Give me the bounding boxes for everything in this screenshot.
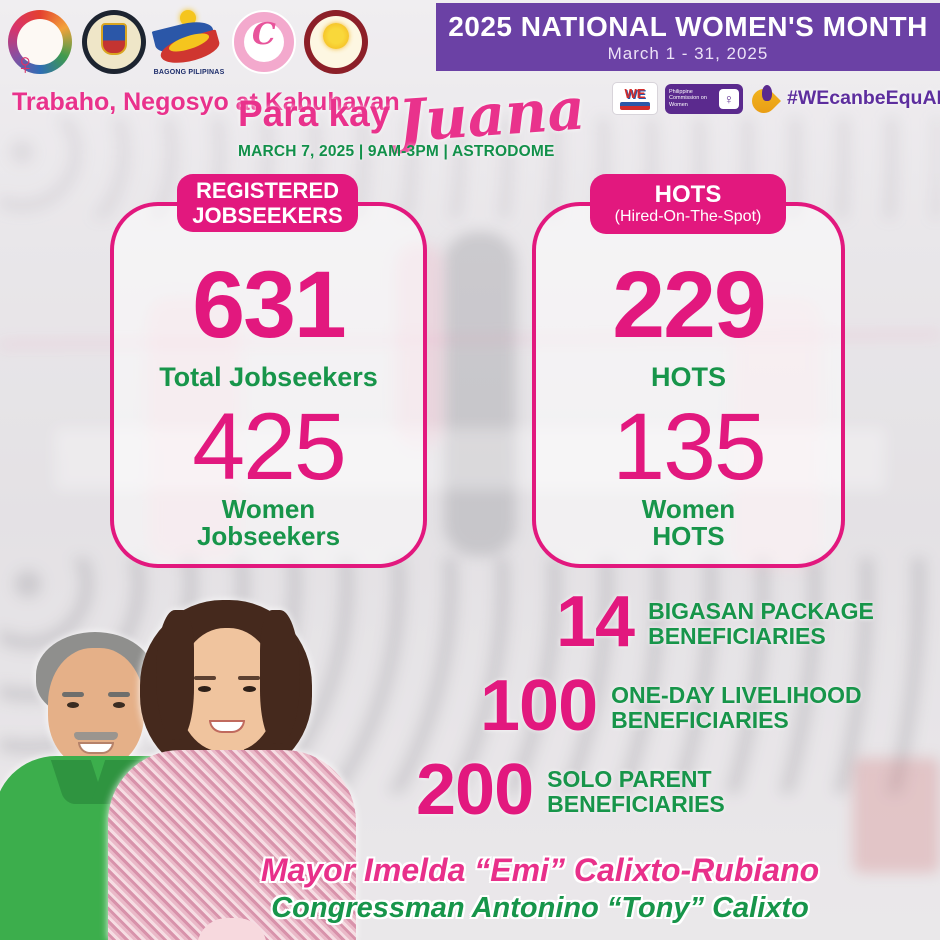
pcw-female-symbol-icon: ♀ xyxy=(719,88,739,109)
officials-names: Mayor Imelda “Emi” Calixto-Rubiano Congr… xyxy=(150,852,930,925)
women-hots-label-line2: HOTS xyxy=(652,521,725,551)
women-jobseekers-label: Women Jobseekers xyxy=(114,496,423,550)
badge-line2: JOBSEEKERS xyxy=(192,203,343,228)
total-jobseekers-value: 631 xyxy=(192,252,347,358)
hots-badge: HOTS (Hired-On-The-Spot) xyxy=(590,174,786,234)
womens-month-logo-icon: ♀ xyxy=(8,10,72,80)
solo-parent-row: 200 SOLO PARENT BENEFICIARIES xyxy=(416,754,725,826)
we-gender-equality-logo-icon: WE xyxy=(612,82,658,115)
bigasan-package-value: 14 xyxy=(556,582,635,662)
solo-parent-label: SOLO PARENT BENEFICIARIES xyxy=(547,754,725,826)
juana-logo-figure xyxy=(762,84,772,101)
event-schedule: MARCH 7, 2025 | 9AM-3PM | ASTRODOME xyxy=(238,143,555,160)
badge-line1: REGISTERED xyxy=(195,178,340,203)
one-day-livelihood-value: 100 xyxy=(480,666,598,746)
congressman-name: Congressman Antonino “Tony” Calixto xyxy=(271,892,809,924)
mayor-name: Mayor Imelda “Emi” Calixto-Rubiano xyxy=(260,852,820,888)
badge-line1: HOTS xyxy=(654,181,722,208)
tapat-kayong-pinaglilingkuran-logo-icon: C xyxy=(232,10,296,74)
background-booth xyxy=(853,758,940,873)
registered-jobseekers-badge: REGISTERED JOBSEEKERS xyxy=(177,174,358,232)
one-day-livelihood-row: 100 ONE-DAY LIVELIHOOD BENEFICIARIES xyxy=(480,670,862,742)
women-jobseekers-label-line1: Women xyxy=(221,494,316,524)
women-hots-value: 135 xyxy=(612,394,767,500)
campaign-hashtag: #WEcanbeEquALL xyxy=(787,87,940,109)
we-logo-label: WE xyxy=(624,86,646,101)
female-symbol-icon: ♀ xyxy=(14,48,37,81)
pasay-shield-icon xyxy=(101,23,127,55)
background-figure-suit xyxy=(444,232,516,556)
para-kay-text: Para kay xyxy=(238,93,391,135)
banner-title: 2025 NATIONAL WOMEN'S MONTH xyxy=(448,10,928,42)
solo-parent-label-line1: SOLO PARENT xyxy=(547,766,712,792)
event-tagline-line2: Para kay Juana xyxy=(238,75,587,156)
bigasan-package-label: BIGASAN PACKAGE BENEFICIARIES xyxy=(648,586,874,658)
mayor-pink-jacket xyxy=(108,750,356,940)
pasay-city-seal-icon xyxy=(82,10,146,74)
one-day-livelihood-label-line1: ONE-DAY LIVELIHOOD xyxy=(611,682,862,708)
bagong-pilipinas-label: BAGONG PILIPINAS xyxy=(153,69,225,76)
hashtag-row: WE Philippine Commission on Women ♀ #WEc… xyxy=(612,82,940,118)
mayor-photo xyxy=(108,600,356,940)
banner-date-range: March 1 - 31, 2025 xyxy=(607,43,769,63)
badge-line2: (Hired-On-The-Spot) xyxy=(614,208,762,225)
women-jobseekers-label-line2: Jobseekers xyxy=(196,521,341,551)
bigasan-package-row: 14 BIGASAN PACKAGE BENEFICIARIES xyxy=(556,586,874,658)
solo-parent-label-line2: BENEFICIARIES xyxy=(547,791,725,817)
pcw-logo-icon: Philippine Commission on Women ♀ xyxy=(665,83,743,114)
we-logo-bars xyxy=(620,102,650,110)
hots-card: 229 HOTS 135 Women HOTS xyxy=(532,202,845,568)
registered-jobseekers-card: 631 Total Jobseekers 425 Women Jobseeker… xyxy=(110,202,427,568)
juana-womens-logo-icon xyxy=(747,83,781,118)
women-jobseekers-value: 425 xyxy=(192,394,347,500)
womens-month-banner: 2025 NATIONAL WOMEN'S MONTH March 1 - 31… xyxy=(436,3,940,71)
bigasan-package-label-line2: BENEFICIARIES xyxy=(648,623,826,649)
womens-month-logo-center xyxy=(17,19,63,65)
peso-sun-icon xyxy=(323,23,349,49)
pcw-logo-label: Philippine Commission on Women xyxy=(669,89,707,108)
congressman-face xyxy=(48,648,144,768)
juana-script-text: Juana xyxy=(396,74,588,156)
solo-parent-value: 200 xyxy=(416,750,534,830)
one-day-livelihood-label: ONE-DAY LIVELIHOOD BENEFICIARIES xyxy=(611,670,861,742)
mayor-face xyxy=(178,628,276,752)
hots-label: HOTS xyxy=(650,362,726,392)
women-hots-label-line1: Women xyxy=(641,494,736,524)
hots-value: 229 xyxy=(612,252,767,358)
peso-pasay-seal-icon xyxy=(304,10,368,74)
tapat-logo-monogram: C xyxy=(252,17,276,52)
total-jobseekers-label: Total Jobseekers xyxy=(159,362,378,392)
event-tagline: Trabaho, Negosyo at Kabuhayan xyxy=(12,88,400,116)
one-day-livelihood-label-line2: BENEFICIARIES xyxy=(611,707,789,733)
bagong-pilipinas-logo-icon: BAGONG PILIPINAS xyxy=(150,10,228,76)
women-hots-label: Women HOTS xyxy=(536,496,841,550)
tapat-logo-center xyxy=(244,22,284,62)
bigasan-package-label-line1: BIGASAN PACKAGE xyxy=(648,598,874,624)
